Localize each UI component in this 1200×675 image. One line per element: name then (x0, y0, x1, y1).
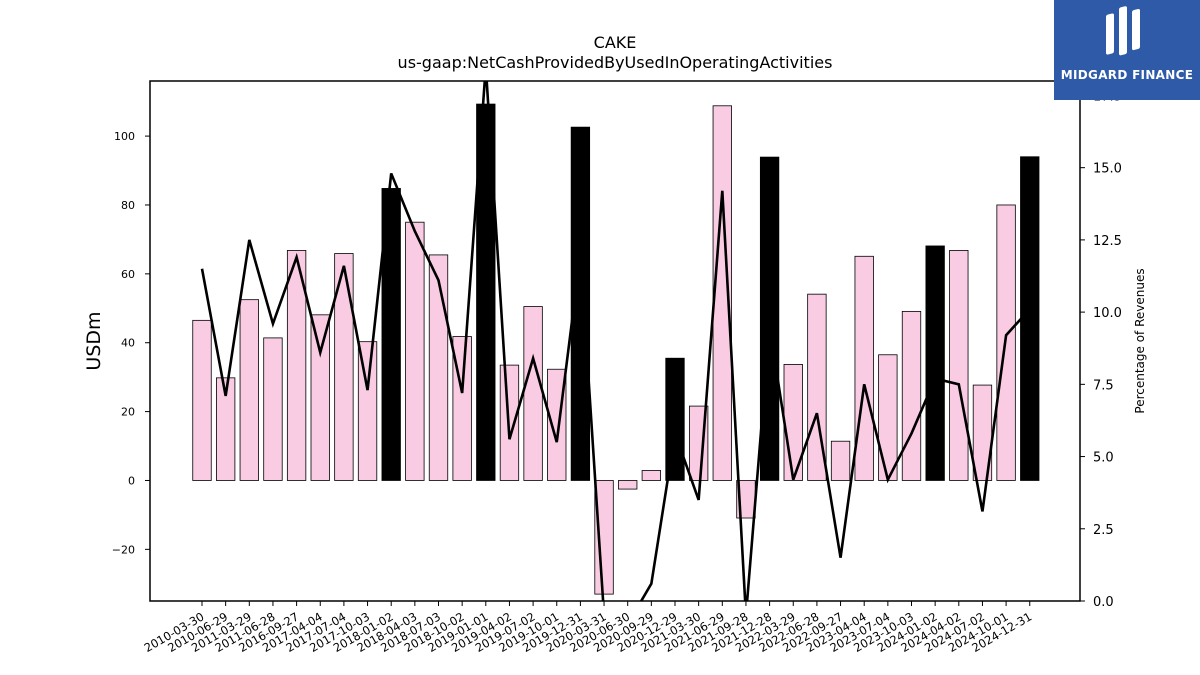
y2-tick-label: 15.0 (1093, 162, 1122, 177)
bar (712, 105, 732, 481)
y-tick-label: 60 (121, 268, 135, 281)
y-tick-label: 80 (121, 199, 135, 212)
y-tick-label: 0 (128, 474, 135, 487)
y2-tick-label: 2.5 (1093, 523, 1114, 538)
bar (357, 341, 378, 481)
bar (925, 245, 945, 481)
bar (641, 470, 661, 481)
y2-tick-label: 7.5 (1093, 378, 1114, 393)
bar (854, 255, 874, 481)
bar (594, 480, 614, 595)
brand-name: MIDGARD FINANCE (1060, 68, 1194, 82)
chart-subtitle: us-gaap:NetCashProvidedByUsedInOperating… (398, 53, 833, 72)
y2-axis-label: Percentage of Revenues (1133, 268, 1147, 413)
bar (901, 310, 922, 481)
y2-tick-label: 12.5 (1093, 234, 1122, 249)
bar (476, 103, 496, 481)
bar (618, 480, 638, 490)
bar (334, 253, 354, 481)
brand-logo: MIDGARD FINANCE (1054, 0, 1200, 100)
logo-mark-icon (1106, 6, 1140, 56)
y2-tick-label: 0.0 (1093, 595, 1114, 610)
bar (286, 250, 307, 481)
bar (381, 188, 401, 481)
bar (759, 156, 780, 481)
line-layer (200, 81, 1031, 601)
bar (428, 254, 449, 481)
bar (405, 221, 425, 481)
y-tick-label: −20 (112, 543, 135, 556)
bar (665, 357, 685, 481)
bar (570, 126, 591, 481)
axes: −200204060801000.02.55.07.510.012.515.01… (112, 80, 1122, 655)
bar (878, 354, 898, 481)
bar (192, 319, 212, 481)
y-tick-label: 100 (114, 130, 135, 143)
plot-frame (149, 80, 1081, 602)
y-tick-label: 40 (121, 337, 135, 350)
bar (263, 337, 283, 481)
bars (192, 103, 1040, 595)
y-tick-label: 20 (121, 406, 135, 419)
y2-tick-label: 5.0 (1093, 451, 1114, 466)
bar (215, 377, 236, 481)
bar (1020, 156, 1040, 481)
bar (310, 314, 330, 481)
bar (830, 440, 851, 481)
bar (949, 250, 969, 481)
bar (523, 306, 543, 481)
bar (239, 299, 259, 481)
chart-title: CAKE (594, 33, 637, 52)
y2-tick-label: 10.0 (1093, 306, 1122, 321)
percentage-line (200, 81, 1031, 601)
y-axis-label: USDm (83, 311, 105, 370)
